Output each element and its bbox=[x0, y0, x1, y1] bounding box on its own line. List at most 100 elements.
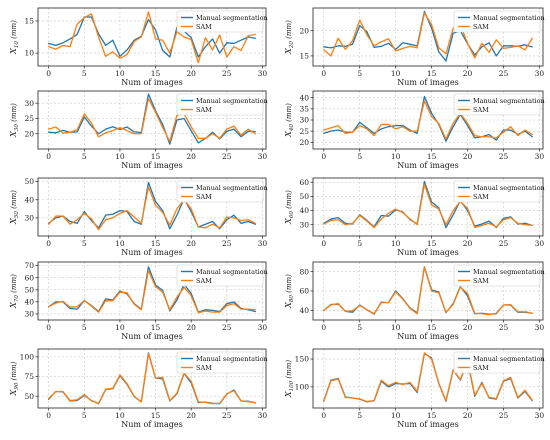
y-axis-label: X10 (mm) bbox=[9, 20, 20, 55]
y-tick-label: 40 bbox=[299, 306, 309, 315]
y-tick-label: 20 bbox=[24, 129, 34, 138]
x-tick-label: 25 bbox=[222, 152, 232, 161]
x-tick-label: 0 bbox=[46, 323, 51, 332]
legend-label: Manual segmentation bbox=[196, 268, 268, 276]
y-axis-label: X60 (mm) bbox=[284, 190, 295, 225]
legend-label: SAM bbox=[473, 277, 489, 285]
x-tick-label: 20 bbox=[463, 323, 473, 332]
y-axis-label-unit: (mm) bbox=[285, 20, 293, 41]
chart-panel: 0 5 10 15 20 25 30 50 75 100 Num of images X90 (mm)… bbox=[9, 348, 268, 429]
y-axis-label-symbol: X bbox=[9, 48, 18, 55]
sam-line bbox=[323, 100, 533, 140]
y-axis-label: X50 (mm) bbox=[9, 190, 20, 225]
y-axis-label-symbol: X bbox=[9, 302, 18, 309]
legend-label: Manual segmentation bbox=[196, 184, 268, 192]
x-tick-label: 15 bbox=[151, 323, 161, 332]
y-tick-label: 50 bbox=[24, 285, 34, 294]
x-tick-label: 30 bbox=[258, 323, 268, 332]
x-axis-label: Num of images bbox=[121, 420, 182, 429]
legend-box bbox=[176, 93, 264, 116]
x-tick-label: 5 bbox=[82, 239, 87, 248]
sam-line bbox=[323, 266, 533, 316]
y-axis-label: X100 (mm) bbox=[284, 360, 295, 398]
x-tick-label: 25 bbox=[499, 152, 509, 161]
y-tick-label: 50 bbox=[24, 177, 34, 186]
x-tick-label: 30 bbox=[258, 411, 268, 420]
x-axis-label: Num of images bbox=[397, 161, 458, 170]
x-axis-label: Num of images bbox=[121, 248, 182, 257]
x-tick-label: 5 bbox=[357, 69, 362, 78]
y-axis-label-symbol: X bbox=[284, 302, 293, 309]
y-axis-label-symbol: X bbox=[284, 48, 293, 55]
plot-frame bbox=[312, 348, 544, 409]
y-tick-label: 15 bbox=[24, 16, 34, 25]
y-tick-label: 20 bbox=[299, 138, 309, 147]
y-tick-label: 40 bbox=[24, 297, 34, 306]
y-axis-label-subscript: 40 bbox=[289, 124, 295, 132]
x-tick-label: 25 bbox=[222, 69, 232, 78]
legend-label: Manual segmentation bbox=[196, 355, 268, 363]
legend-box bbox=[453, 264, 541, 287]
legend-label: SAM bbox=[473, 364, 489, 372]
y-tick-label: 40 bbox=[299, 93, 309, 102]
legend-label: SAM bbox=[196, 364, 212, 372]
x-tick-label: 5 bbox=[357, 323, 362, 332]
x-tick-label: 5 bbox=[82, 411, 87, 420]
x-tick-label: 30 bbox=[535, 152, 545, 161]
y-axis-label-symbol: X bbox=[284, 218, 293, 225]
sam-line bbox=[48, 186, 256, 231]
y-axis-label: X20 (mm) bbox=[284, 20, 295, 55]
x-tick-label: 25 bbox=[222, 323, 232, 332]
y-axis-label-subscript: 100 bbox=[289, 380, 295, 391]
x-tick-label: 15 bbox=[151, 239, 161, 248]
plot-frame bbox=[312, 7, 544, 67]
x-tick-label: 15 bbox=[151, 69, 161, 78]
x-tick-label: 0 bbox=[321, 239, 326, 248]
y-axis-label: X40 (mm) bbox=[284, 103, 295, 138]
plot-frame bbox=[312, 177, 544, 237]
x-axis-label: Num of images bbox=[121, 332, 182, 341]
x-tick-label: 10 bbox=[115, 69, 125, 78]
x-tick-label: 0 bbox=[321, 323, 326, 332]
legend-label: Manual segmentation bbox=[473, 184, 545, 192]
x-tick-label: 5 bbox=[357, 239, 362, 248]
y-axis-label-subscript: 30 bbox=[14, 124, 20, 131]
x-tick-label: 0 bbox=[321, 411, 326, 420]
y-tick-label: 30 bbox=[24, 213, 34, 222]
y-axis-label-subscript: 10 bbox=[14, 41, 20, 48]
x-axis-label: Num of images bbox=[397, 248, 458, 257]
y-axis-label-symbol: X bbox=[284, 131, 293, 138]
legend-box bbox=[453, 351, 541, 374]
legend-label: Manual segmentation bbox=[473, 97, 545, 105]
x-tick-label: 10 bbox=[391, 152, 401, 161]
y-tick-label: 10 bbox=[24, 49, 34, 58]
x-tick-label: 20 bbox=[186, 69, 196, 78]
x-tick-label: 10 bbox=[115, 411, 125, 420]
x-tick-label: 25 bbox=[222, 239, 232, 248]
y-axis-label-symbol: X bbox=[9, 389, 18, 396]
y-tick-label: 15 bbox=[299, 52, 309, 61]
x-tick-label: 15 bbox=[151, 152, 161, 161]
sam-line bbox=[48, 353, 256, 405]
y-axis-label: X80 (mm) bbox=[284, 274, 295, 309]
x-tick-label: 0 bbox=[46, 152, 51, 161]
y-axis-label-symbol: X bbox=[284, 391, 293, 398]
x-tick-label: 20 bbox=[463, 411, 473, 420]
legend-label: Manual segmentation bbox=[473, 14, 545, 22]
x-tick-label: 20 bbox=[463, 239, 473, 248]
y-tick-label: 100 bbox=[295, 382, 310, 391]
y-tick-label: 60 bbox=[299, 287, 309, 296]
sam-line bbox=[323, 183, 533, 229]
y-axis-label-unit: (mm) bbox=[285, 103, 293, 124]
manual-segmentation-line bbox=[48, 181, 256, 230]
y-axis-label-subscript: 80 bbox=[289, 295, 295, 302]
x-tick-label: 5 bbox=[82, 152, 87, 161]
y-tick-label: 40 bbox=[24, 195, 34, 204]
y-axis-label-unit: (mm) bbox=[10, 274, 18, 295]
x-tick-label: 30 bbox=[535, 69, 545, 78]
